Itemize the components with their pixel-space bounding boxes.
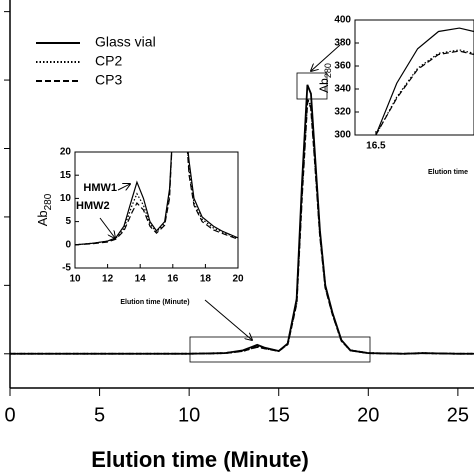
arrow — [117, 184, 130, 190]
plot-area — [10, 84, 474, 355]
y-tick-label: 360 — [334, 61, 351, 72]
legend-label: Glass vial — [95, 34, 156, 50]
y-axis-title: Ab280 — [317, 63, 333, 93]
series-line — [10, 97, 474, 355]
annotation: HMW1 — [83, 182, 117, 194]
plot-area — [75, 152, 238, 246]
inset-background — [74, 151, 239, 269]
arrow — [204, 299, 252, 340]
x-tick-label: 20 — [357, 404, 379, 426]
y-tick-label: 380 — [334, 38, 351, 49]
x-tick-label: 16.5 — [366, 141, 386, 152]
y-label-sub: 280 — [323, 63, 333, 78]
inset-background — [354, 19, 474, 136]
legend-label: CP3 — [95, 72, 122, 88]
series-line — [75, 152, 238, 246]
y-tick-label: 15 — [60, 170, 72, 181]
y-label-sub: 280 — [43, 193, 54, 210]
x-tick-label: 12 — [102, 274, 114, 285]
x-tick-label: 0 — [4, 404, 15, 426]
y-tick-label: 10 — [60, 193, 72, 204]
series-line — [75, 152, 238, 246]
x-axis-title: Elution time — [428, 169, 468, 176]
x-tick-label: 14 — [135, 274, 147, 285]
x-tick-label: 15 — [268, 404, 290, 426]
y-tick-label: 340 — [334, 84, 351, 95]
y-tick-label: 400 — [334, 15, 351, 26]
y-tick-label: 320 — [334, 107, 351, 118]
arrow — [311, 44, 341, 71]
x-tick-label: 25 — [447, 404, 469, 426]
plot-area — [375, 27, 474, 135]
y-tick-label: 300 — [334, 130, 351, 141]
x-tick-label: 10 — [69, 274, 81, 285]
legend-label: CP2 — [95, 53, 122, 69]
y-tick-label: 0 — [65, 239, 71, 250]
y-label: Ab — [35, 210, 50, 226]
x-tick-label: 10 — [178, 404, 200, 426]
series-line — [375, 27, 474, 135]
y-label: Ab — [317, 78, 331, 93]
x-tick-label: 16 — [167, 274, 179, 285]
series-line — [375, 50, 474, 135]
x-axis-title: Elution time (Minute) — [120, 299, 189, 306]
x-tick-label: 18 — [200, 274, 212, 285]
y-tick-label: 20 — [60, 147, 72, 158]
y-axis-title: Ab280 — [35, 193, 53, 226]
x-axis-title: Elution time (Minute) — [91, 447, 309, 472]
annotation: HMW2 — [76, 200, 110, 212]
arrow — [99, 217, 115, 238]
x-tick-label: 5 — [94, 404, 105, 426]
y-tick-label: 5 — [65, 216, 71, 227]
y-tick-label: -5 — [62, 263, 71, 274]
x-tick-label: 20 — [232, 274, 244, 285]
series-line — [75, 152, 238, 246]
zoom-box — [189, 336, 371, 363]
